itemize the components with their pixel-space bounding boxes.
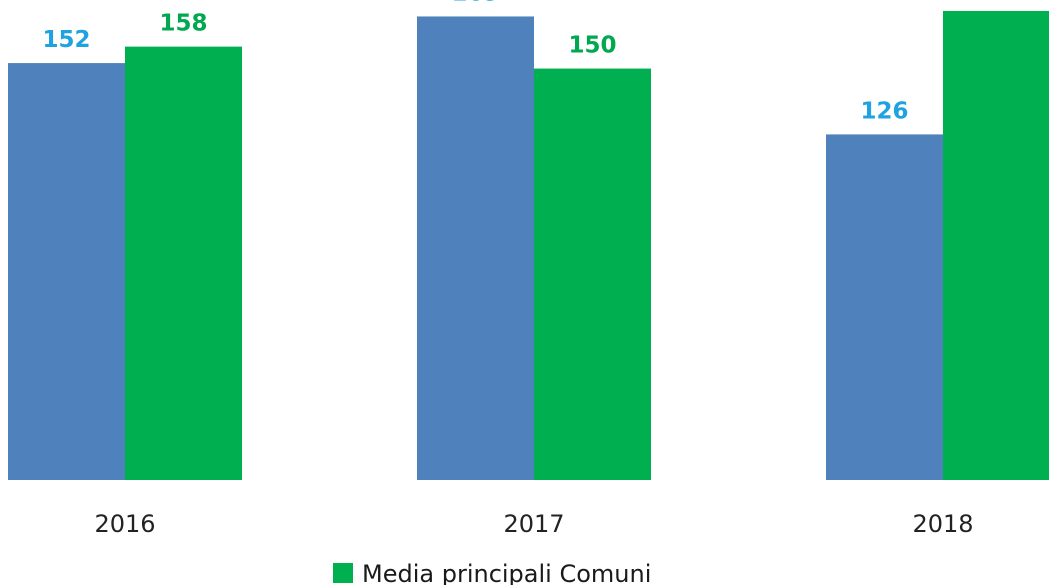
legend-label: Media principali Comuni bbox=[362, 560, 651, 585]
data-label-2017-series-2: 150 bbox=[568, 33, 616, 59]
bar-2016-series-2 bbox=[125, 46, 242, 480]
legend-swatch bbox=[333, 563, 353, 583]
data-label-2018-series-2: 171 bbox=[977, 0, 1025, 1]
bar-2017-series-2 bbox=[534, 68, 651, 481]
x-tick-label-2017: 2017 bbox=[503, 510, 564, 538]
bar-2016-series-1 bbox=[8, 63, 125, 480]
data-label-2017-series-1: 169 bbox=[451, 0, 499, 6]
x-axis-tick-labels: 2016 2017 2018 bbox=[94, 510, 973, 538]
data-label-2016-series-2: 158 bbox=[159, 11, 207, 37]
bars-layer bbox=[8, 10, 1049, 481]
data-label-2018-series-1: 126 bbox=[860, 98, 908, 124]
x-tick-label-2018: 2018 bbox=[912, 510, 973, 538]
bar-2018-series-2 bbox=[943, 10, 1049, 480]
bar-2018-series-1 bbox=[826, 134, 943, 480]
value-labels-layer: 152 158 169 150 126 171 bbox=[42, 0, 1025, 124]
bar-2017-series-1 bbox=[417, 16, 534, 480]
x-tick-label-2016: 2016 bbox=[94, 510, 155, 538]
data-label-2016-series-1: 152 bbox=[42, 27, 90, 53]
legend: Media principali Comuni bbox=[333, 560, 651, 585]
